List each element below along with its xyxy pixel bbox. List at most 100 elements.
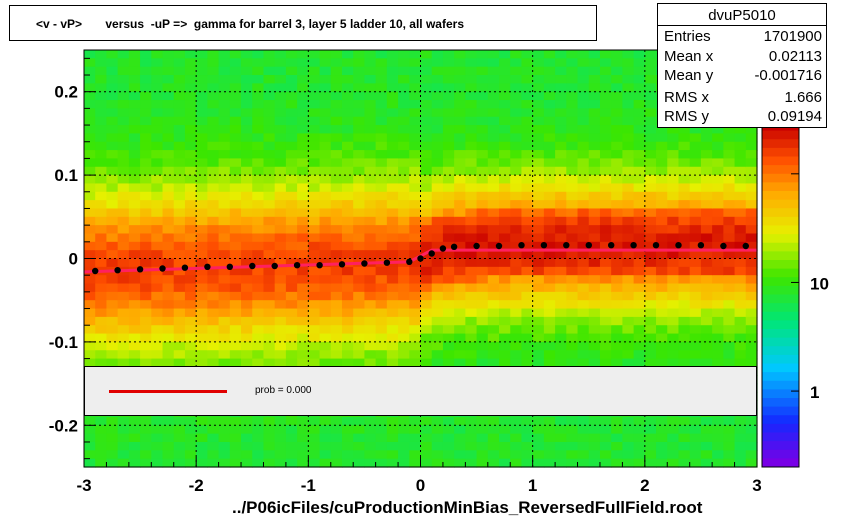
- heatmap-cell: [712, 275, 724, 285]
- heatmap-cell: [678, 141, 691, 151]
- heatmap-cell: [297, 441, 309, 451]
- heatmap-cell: [128, 350, 141, 360]
- heatmap-cell: [117, 316, 130, 326]
- heatmap-cell: [263, 258, 276, 268]
- heatmap-cell: [364, 216, 377, 226]
- heatmap-cell: [409, 200, 422, 210]
- heatmap-cell: [196, 166, 208, 176]
- heatmap-cell: [128, 233, 141, 243]
- heatmap-cell: [678, 125, 691, 134]
- heatmap-cell: [454, 316, 466, 326]
- heatmap-cell: [577, 333, 590, 343]
- heatmap-cell: [678, 241, 691, 251]
- heatmap-cell: [667, 150, 680, 160]
- heatmap-cell: [330, 283, 343, 293]
- heatmap-cell: [745, 200, 758, 210]
- heatmap-cell: [330, 350, 343, 360]
- heatmap-cell: [734, 191, 747, 201]
- heatmap-cell: [465, 316, 478, 326]
- heatmap-cell: [106, 50, 119, 59]
- heatmap-cell: [229, 258, 242, 268]
- heatmap-cell: [218, 116, 231, 126]
- heatmap-cell: [532, 233, 545, 243]
- stats-box: dvuP5010 Entries 1701900 Mean x 0.02113 …: [657, 3, 827, 128]
- heatmap-cell: [353, 175, 366, 185]
- heatmap-cell: [667, 291, 680, 301]
- heatmap-cell: [196, 433, 208, 443]
- heatmap-cell: [543, 325, 556, 335]
- heatmap-cell: [734, 133, 747, 143]
- heatmap-cell: [341, 91, 354, 101]
- heatmap-cell: [431, 441, 444, 451]
- heatmap-cell: [95, 116, 108, 126]
- heatmap-cell: [409, 350, 422, 360]
- heatmap-cell: [644, 191, 657, 201]
- heatmap-cell: [218, 425, 231, 435]
- heatmap-cell: [532, 350, 545, 360]
- heatmap-cell: [667, 308, 680, 318]
- heatmap-cell: [499, 183, 511, 193]
- heatmap-cell: [229, 200, 242, 210]
- heatmap-cell: [723, 350, 736, 360]
- heatmap-cell: [442, 225, 455, 235]
- heatmap-cell: [184, 133, 197, 143]
- heatmap-cell: [543, 225, 556, 235]
- heatmap-cell: [274, 108, 287, 118]
- heatmap-cell: [241, 308, 253, 318]
- heatmap-cell: [555, 66, 567, 76]
- heatmap-cell: [454, 450, 466, 460]
- heatmap-cell: [678, 166, 691, 176]
- heatmap-cell: [599, 91, 612, 101]
- heatmap-cell: [599, 133, 612, 143]
- heatmap-cell: [117, 66, 130, 76]
- heatmap-cell: [308, 341, 321, 351]
- heatmap-cell: [319, 441, 332, 451]
- heatmap-cell: [398, 358, 410, 368]
- heatmap-cell: [106, 441, 119, 451]
- heatmap-cell: [644, 133, 657, 143]
- heatmap-cell: [465, 75, 478, 84]
- heatmap-cell: [577, 116, 590, 126]
- heatmap-cell: [375, 58, 388, 68]
- heatmap-cell: [633, 50, 646, 59]
- heatmap-cell: [712, 225, 724, 235]
- heatmap-cell: [375, 125, 388, 134]
- heatmap-cell: [532, 141, 545, 151]
- heatmap-cell: [375, 50, 388, 59]
- heatmap-cell: [577, 275, 590, 285]
- heatmap-cell: [117, 358, 130, 368]
- heatmap-cell: [678, 316, 691, 326]
- heatmap-cell: [476, 275, 489, 285]
- source-file-label: ../P06icFiles/cuProductionMinBias_Revers…: [232, 498, 703, 517]
- heatmap-cell: [151, 283, 164, 293]
- heatmap-cell: [409, 108, 422, 118]
- heatmap-cell: [622, 341, 635, 351]
- heatmap-cell: [465, 116, 478, 126]
- heatmap-cell: [263, 125, 276, 134]
- heatmap-cell: [117, 50, 130, 59]
- heatmap-cell: [308, 158, 321, 168]
- heatmap-cell: [420, 250, 433, 260]
- heatmap-cell: [308, 108, 321, 118]
- heatmap-cell: [454, 425, 466, 435]
- heatmap-cell: [555, 250, 567, 260]
- heatmap-cell: [633, 183, 646, 193]
- heatmap-cell: [454, 208, 466, 218]
- heatmap-cell: [95, 166, 108, 176]
- heatmap-cell: [442, 250, 455, 260]
- heatmap-cell: [252, 433, 265, 443]
- heatmap-cell: [700, 416, 713, 426]
- heatmap-cell: [151, 108, 164, 118]
- heatmap-cell: [588, 425, 601, 435]
- heatmap-cell: [319, 58, 332, 68]
- heatmap-cell: [577, 250, 590, 260]
- heatmap-cell: [700, 241, 713, 251]
- heatmap-cell: [622, 200, 635, 210]
- heatmap-cell: [499, 208, 511, 218]
- heatmap-cell: [252, 100, 265, 109]
- heatmap-cell: [184, 416, 197, 426]
- y-tick-label: 0.1: [54, 166, 78, 185]
- heatmap-cell: [611, 433, 623, 443]
- heatmap-cell: [622, 125, 635, 134]
- heatmap-cell: [588, 316, 601, 326]
